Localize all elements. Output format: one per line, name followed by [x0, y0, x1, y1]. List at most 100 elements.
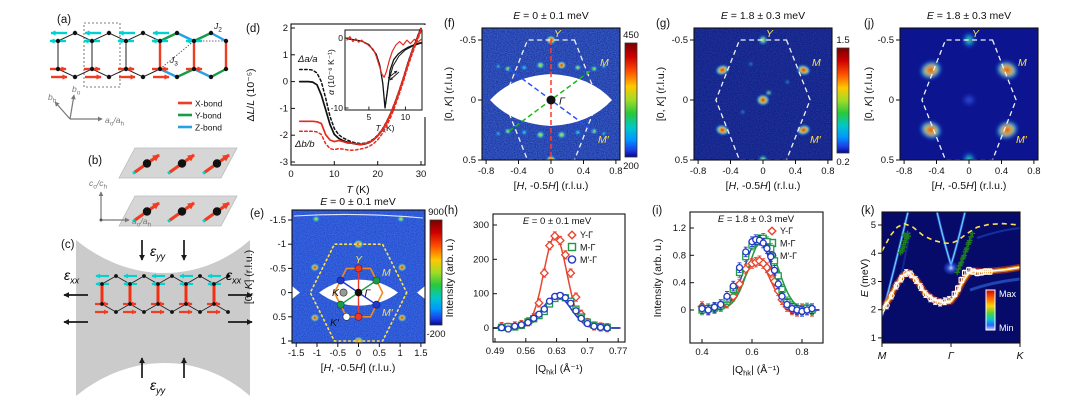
colorbar — [836, 47, 850, 154]
y-bond-label: Y-bond — [195, 111, 222, 121]
tick-label: 0.4 — [673, 278, 686, 289]
panel-label: (k) — [861, 205, 875, 217]
tick-label: 0.4 — [789, 166, 802, 177]
label-M: M — [812, 57, 821, 69]
x-axis-label: [H, -0.5H] (r.l.u.) — [726, 180, 801, 192]
artifact-streak — [293, 213, 424, 219]
lattice-bonds — [57, 32, 161, 78]
tick-label: -0.5 — [460, 35, 476, 46]
point-Gamma — [546, 95, 556, 105]
unit-cell-box — [83, 22, 121, 88]
heatmap-j: Y M M′ — [900, 28, 1038, 160]
chart-annotation: E = 0 ± 0.1 meV — [523, 216, 592, 227]
tick-label: -0.5 — [672, 35, 688, 46]
axis-ticks — [878, 224, 1021, 347]
layer-spins — [132, 153, 230, 223]
label-M: M — [600, 57, 609, 69]
plot-frame — [689, 211, 824, 344]
tick-label: 1.2 — [673, 223, 686, 234]
panel-c-svg: (c) εyy εyy εxx εxx — [61, 239, 253, 396]
tick-label: -1.5 — [288, 348, 304, 359]
high-symmetry-points — [336, 264, 381, 321]
tick-label: -0.8 — [896, 166, 912, 177]
label-M: M — [382, 267, 391, 279]
tick-label: 200 — [473, 254, 489, 265]
crystal-axes: co/ch ao/ah — [89, 178, 151, 229]
label-Kp: K′ — [330, 317, 340, 329]
strain-eyy-bottom-label: εyy — [150, 377, 166, 396]
tick-label: 0 — [338, 33, 343, 43]
colorbar-max: 1.5 — [836, 35, 849, 46]
label-M: M — [1018, 57, 1027, 69]
panel-d-svg: (d) 2 1 0 -1 -2 -3 0 10 20 30 ΔL/L (10⁻⁵… — [245, 23, 426, 196]
tick-label: 0.5 — [273, 312, 286, 323]
j3-label: J3 — [169, 55, 178, 68]
panel-j-simulation-map: (j) E = 1.8 ± 0.3 meV Y M M′ -0.8 -0.4 0… — [862, 5, 1082, 197]
tick-label: 1 — [281, 336, 286, 347]
tick-label: -0.5 — [270, 263, 286, 274]
colorbar-max: 450 — [623, 30, 639, 41]
tick-label: 0.5 — [373, 348, 386, 359]
tick-label: 0.4 — [695, 347, 708, 358]
dispersion-map: Max Min — [882, 212, 1020, 343]
kitaev-bonds — [158, 31, 228, 79]
label-Mp: M′ — [810, 134, 822, 146]
panel-label: (d) — [246, 23, 260, 35]
intensity-cut-chart: E = 1.8 ± 0.3 meV Y-Γ M-Γ M′-Γ — [697, 214, 820, 317]
axis-ticks — [290, 27, 422, 165]
legend-diamond-icon — [767, 226, 777, 236]
brillouin-zone-hexagon — [715, 39, 811, 160]
tick-label: 0 — [283, 77, 288, 88]
label-Mp: M′ — [382, 307, 394, 319]
legend-label: M-Γ — [780, 239, 795, 249]
y-axis-label: Intensity (arb. u.) — [444, 239, 456, 318]
tick-label: 0.8 — [673, 250, 686, 261]
inset-ticks — [345, 37, 406, 110]
inset-curves — [346, 36, 422, 109]
panel-e-elastic-map-wide: (e) E = 0 ± 0.1 meV Y M M′ K K′ Γ — [240, 195, 458, 390]
tick-label: 0.8 — [795, 347, 808, 358]
dilatometry-curves — [298, 26, 422, 151]
tick-label: -2 — [280, 130, 288, 141]
tick-label: 0.5 — [675, 155, 688, 166]
tick-label: 0 — [966, 166, 971, 177]
tick-label: -10 — [331, 103, 344, 113]
tick-label: 3 — [871, 277, 876, 288]
x-bond-label: X-bond — [195, 99, 223, 109]
colorbar — [985, 289, 996, 331]
panel-h-elastic-cuts: (h) E = 0 ± 0.1 meV Y-Γ M-Γ M′-Γ 0.49 0.… — [440, 198, 652, 386]
panel-g-inelastic-map: (g) E = 1.8 ± 0.3 meV Y M M′ -0.8 -0.4 0… — [652, 5, 864, 197]
heatmap-g: Y M M′ — [694, 28, 832, 160]
tick-label: 0 — [681, 305, 686, 316]
y-axis-label: Intensity (arb. u.) — [652, 239, 664, 318]
crystal-axes: ao/ah bo bh — [48, 84, 124, 128]
axis-ticks — [288, 219, 422, 347]
tick-label: 0 — [760, 166, 765, 177]
strain-exx-right-label: εxx — [226, 267, 242, 286]
tick-label: 0 — [356, 348, 361, 359]
tick-label: 0.4 — [995, 166, 1008, 177]
tick-label: 300 — [473, 220, 489, 231]
axis-ticks — [478, 39, 617, 164]
axis-a-label: ao/ah — [105, 115, 124, 128]
tick-label: 5 — [871, 220, 876, 231]
label-K: K — [332, 287, 340, 299]
strain-arrows — [63, 240, 253, 378]
strained-sheet — [76, 240, 250, 396]
x-axis-label: [H, -0.5H] (r.l.u.) — [932, 180, 1007, 192]
panel-j-svg: (j) E = 1.8 ± 0.3 meV Y M M′ -0.8 -0.4 0… — [863, 10, 1041, 192]
panel-h-svg: (h) E = 0 ± 0.1 meV Y-Γ M-Γ M′-Γ 0.49 0.… — [444, 205, 627, 377]
tick-label: -0.4 — [510, 166, 526, 177]
x-axis-label: [H, -0.5H] (r.l.u.) — [321, 362, 396, 374]
point-M — [372, 276, 381, 285]
tick-label: 0.8 — [821, 166, 834, 177]
tick-label: 0 — [471, 95, 476, 106]
tick-label: 0.8 — [609, 166, 622, 177]
x-axis-label: |Qhk| (Å⁻¹) — [732, 363, 780, 378]
j2-label: J2 — [213, 21, 222, 34]
axis-bo-label: bo — [72, 84, 81, 97]
gamma-intensity-blob — [943, 261, 959, 275]
panel-f-elastic-map: (f) E = 0 ± 0.1 meV Γ Y M M′ -0.8 -0.4 0… — [440, 5, 652, 197]
tick-label: -1.5 — [270, 215, 286, 226]
